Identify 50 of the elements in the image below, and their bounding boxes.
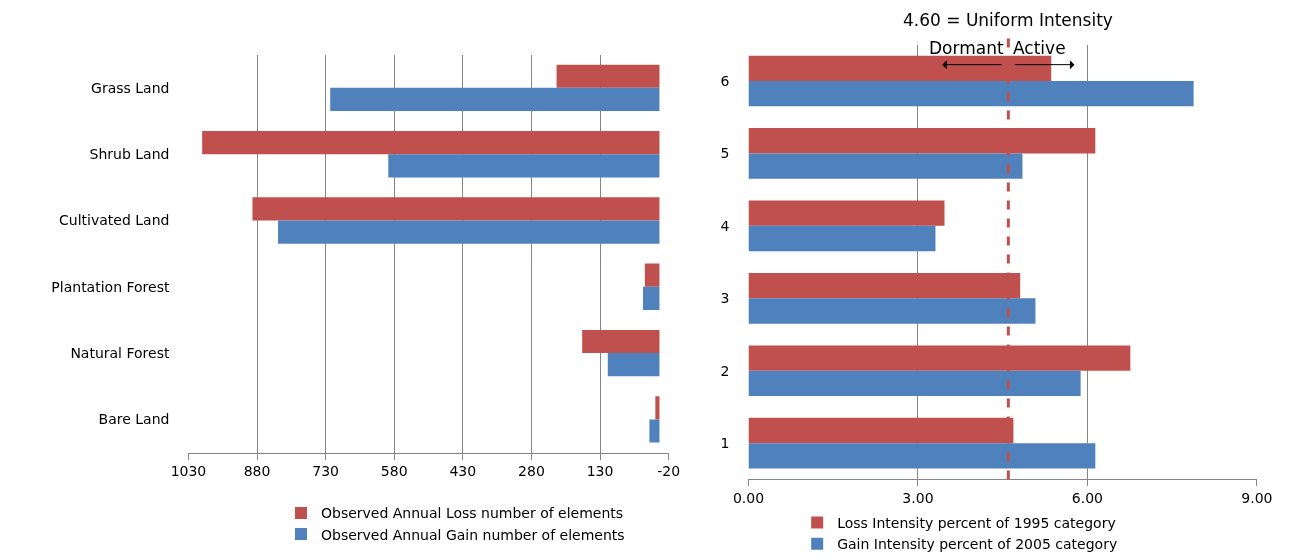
legend-label: Observed Annual Gain number of elements xyxy=(320,526,625,543)
y-tick-label: 3 xyxy=(720,290,730,307)
x-tick-label: 1030 xyxy=(170,463,207,480)
x-tick-label: 0.00 xyxy=(732,490,765,507)
bar xyxy=(655,396,660,420)
legend-label: Observed Annual Loss number of elements xyxy=(320,505,624,522)
legend-label: Gain Intensity percent of 2005 category xyxy=(837,536,1118,553)
y-tick-label: Bare Land xyxy=(98,411,170,428)
bar xyxy=(748,298,1036,324)
x-tick-label: -20 xyxy=(657,463,681,480)
x-tick-label: 6.00 xyxy=(1071,490,1103,507)
x-tick-label: 880 xyxy=(243,463,271,480)
x-tick-label: 3.00 xyxy=(902,490,934,507)
bar xyxy=(278,220,660,244)
y-tick-label: Cultivated Land xyxy=(59,212,170,229)
x-tick-label: 9.00 xyxy=(1241,490,1273,507)
y-tick-label: Natural Forest xyxy=(70,345,170,361)
x-tick-label: 730 xyxy=(312,463,339,480)
bar xyxy=(748,225,936,252)
bar xyxy=(748,153,1023,179)
bar xyxy=(582,329,660,354)
y-tick-label: 6 xyxy=(720,72,730,89)
bar xyxy=(330,87,660,112)
bar xyxy=(748,370,1081,397)
bar xyxy=(748,80,1194,107)
x-tick-label: 580 xyxy=(380,463,408,480)
y-tick-label: Shrub Land xyxy=(89,146,170,163)
bar xyxy=(748,200,945,226)
x-tick-label: 280 xyxy=(518,463,545,480)
x-tick-label: 130 xyxy=(586,463,614,480)
y-tick-label: 4 xyxy=(720,217,730,234)
bar xyxy=(252,197,660,221)
y-tick-label: 2 xyxy=(720,362,730,379)
annotation: Dormant xyxy=(929,38,1004,58)
y-tick-label: Plantation Forest xyxy=(51,278,170,295)
bar xyxy=(748,443,1096,469)
bar xyxy=(607,353,660,377)
bar xyxy=(556,64,660,88)
y-tick-label: 1 xyxy=(720,435,730,452)
bar xyxy=(644,263,660,287)
bar xyxy=(649,419,660,443)
ref-line-label: 4.60 = Uniform Intensity xyxy=(903,10,1113,30)
bar xyxy=(643,286,660,310)
annotation: Active xyxy=(1013,38,1066,58)
x-tick-label: 430 xyxy=(449,463,477,480)
y-tick-label: 5 xyxy=(720,145,730,162)
bar xyxy=(388,154,660,178)
legend-label: Loss Intensity percent of 1995 category xyxy=(837,515,1116,532)
bar xyxy=(202,130,660,155)
y-tick-label: Grass Land xyxy=(91,79,170,96)
